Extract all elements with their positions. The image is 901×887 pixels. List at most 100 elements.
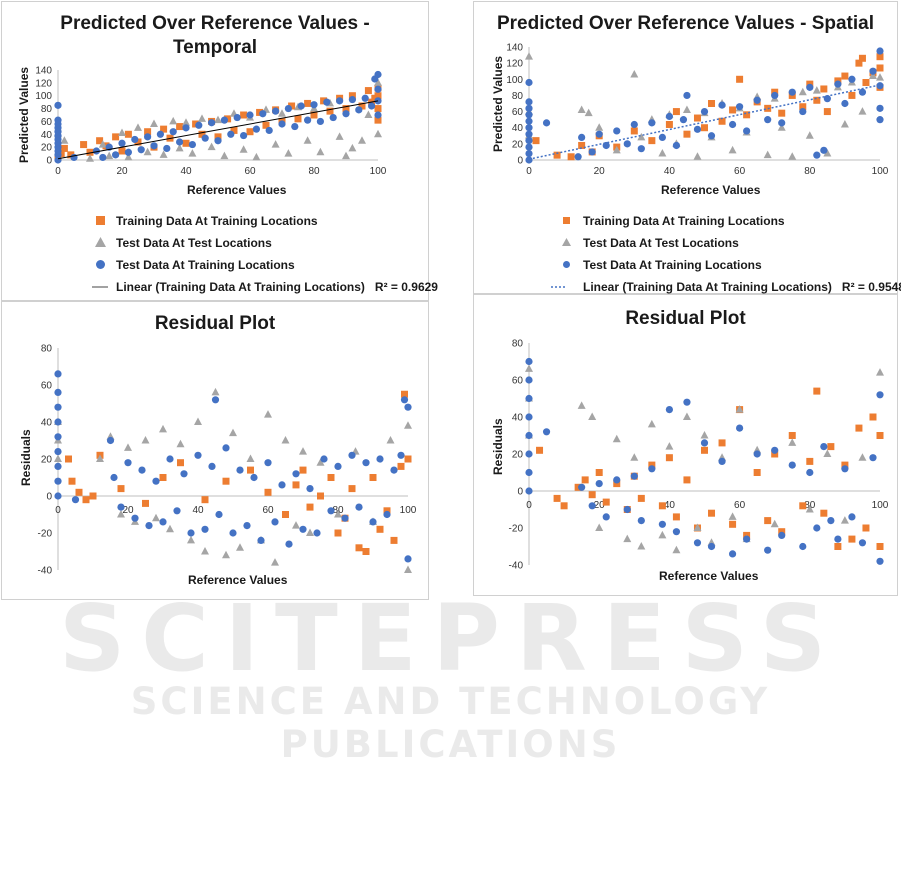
- data-point-circle: [736, 103, 744, 111]
- data-point-triangle: [788, 152, 797, 160]
- data-point-triangle: [364, 110, 373, 118]
- data-point-circle: [525, 137, 533, 145]
- y-tick-label: 120: [35, 78, 52, 89]
- data-point-circle: [159, 518, 167, 526]
- data-point-triangle: [306, 528, 314, 536]
- data-point-circle: [156, 130, 164, 138]
- data-point-circle: [257, 536, 265, 544]
- y-tick-label: -20: [38, 529, 53, 540]
- square-marker-icon: [563, 217, 570, 224]
- data-point-triangle: [858, 107, 867, 115]
- data-point-triangle: [637, 542, 646, 550]
- data-point-circle: [718, 101, 726, 109]
- watermark-subtitle: SCIENCE AND TECHNOLOGY PUBLICATIONS: [130, 680, 771, 766]
- data-point-triangle: [124, 152, 133, 161]
- x-tick-label: 0: [55, 505, 61, 516]
- data-point-circle: [348, 95, 356, 104]
- data-point-circle: [188, 140, 196, 149]
- data-point-circle: [124, 148, 132, 156]
- data-point-triangle: [169, 116, 178, 125]
- data-point-triangle: [117, 510, 125, 518]
- data-point-square: [230, 126, 238, 134]
- x-axis-label: Reference Values: [659, 569, 759, 583]
- data-point-square: [112, 133, 120, 141]
- data-point-square: [701, 124, 708, 132]
- data-point-circle: [250, 473, 258, 482]
- data-point-circle: [578, 133, 586, 141]
- data-point-square: [693, 114, 701, 122]
- data-point-circle: [152, 477, 160, 485]
- data-point-circle: [383, 510, 391, 519]
- data-point-circle: [595, 130, 603, 138]
- data-point-triangle: [348, 143, 357, 152]
- y-tick-label: 140: [506, 43, 523, 54]
- y-tick-label: -40: [38, 566, 53, 577]
- data-point-square: [536, 446, 544, 454]
- data-point-circle: [229, 529, 237, 537]
- data-point-square: [553, 494, 561, 502]
- data-point-circle: [525, 357, 533, 366]
- data-point-triangle: [246, 454, 255, 462]
- y-tick-label: 20: [512, 139, 524, 150]
- data-point-circle: [246, 111, 254, 119]
- data-point-square: [82, 496, 90, 504]
- data-point-circle: [220, 116, 228, 124]
- data-point-circle: [243, 522, 251, 530]
- data-point-circle: [390, 466, 398, 474]
- data-point-circle: [304, 116, 312, 124]
- data-point-square: [876, 432, 884, 439]
- data-point-square: [560, 502, 568, 510]
- data-point-square: [334, 529, 342, 537]
- data-point-circle: [658, 133, 666, 141]
- data-point-triangle: [672, 545, 681, 554]
- data-point-triangle: [386, 436, 395, 444]
- data-point-circle: [525, 431, 533, 440]
- data-point-circle: [820, 443, 828, 451]
- data-point-square: [348, 92, 356, 100]
- circle-marker-icon: [96, 260, 105, 269]
- data-point-triangle: [595, 523, 604, 531]
- data-point-circle: [834, 535, 842, 543]
- data-point-square: [553, 151, 561, 159]
- data-point-square: [86, 148, 94, 156]
- data-point-circle: [355, 106, 363, 114]
- data-point-triangle: [630, 69, 639, 78]
- data-point-circle: [99, 153, 107, 162]
- data-point-circle: [613, 127, 621, 135]
- data-point-square: [247, 466, 254, 474]
- y-tick-label: 60: [41, 381, 53, 392]
- y-tick-label: 0: [46, 492, 52, 503]
- spatial-prediction-plot: 0 20 40 60 80 100 120 140 0 20 40 60 80 100: [506, 43, 888, 178]
- x-tick-label: 60: [734, 500, 746, 511]
- data-point-circle: [214, 137, 222, 145]
- data-point-circle: [700, 439, 709, 447]
- data-point-triangle: [358, 136, 366, 144]
- y-tick-label: 40: [41, 418, 53, 429]
- data-point-circle: [327, 507, 335, 515]
- data-point-triangle: [229, 428, 237, 437]
- data-point-circle: [201, 134, 209, 142]
- data-point-circle: [137, 146, 145, 154]
- data-point-triangle: [194, 417, 202, 425]
- data-point-triangle: [105, 151, 114, 160]
- data-point-triangle: [812, 86, 821, 94]
- x-tick-label: 60: [244, 166, 256, 177]
- data-point-circle: [374, 70, 382, 79]
- data-point-triangle: [858, 453, 867, 461]
- data-point-circle: [259, 110, 267, 118]
- data-point-triangle: [798, 87, 807, 96]
- data-point-triangle: [693, 523, 702, 531]
- data-point-circle: [525, 143, 533, 151]
- data-point-square: [753, 469, 761, 476]
- x-tick-label: 60: [262, 505, 274, 516]
- data-point-triangle: [271, 140, 280, 148]
- x-tick-label: 0: [55, 166, 61, 177]
- data-point-square: [672, 108, 680, 116]
- data-point-circle: [329, 113, 337, 122]
- data-point-square: [355, 544, 363, 552]
- x-tick-label: 100: [400, 505, 417, 516]
- data-point-square: [613, 480, 621, 488]
- data-point-square: [124, 130, 132, 138]
- data-point-triangle: [763, 150, 772, 159]
- y-tick-label: 20: [41, 455, 53, 466]
